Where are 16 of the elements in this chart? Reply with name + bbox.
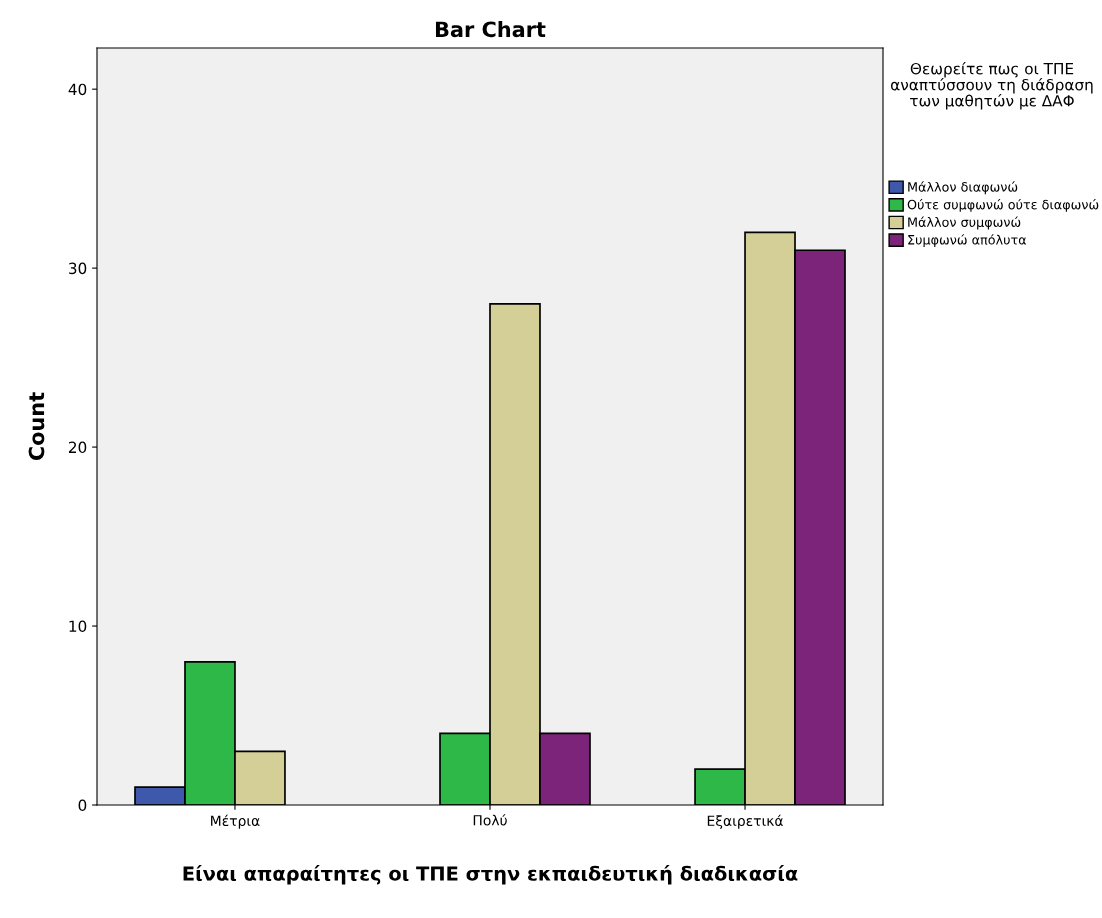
legend-title: Θεωρείτε πως οι ΤΠΕ αναπτύσσουν τη διάδραση των μαθητών με ΔΑΦ — [891, 62, 1093, 110]
legend-label: Ούτε συμφωνώ ούτε διαφωνώ — [907, 198, 1099, 212]
x-tick-label: Εξαιρετικά — [707, 814, 783, 829]
y-tick-label: 20 — [68, 441, 87, 454]
y-tick-label: 10 — [69, 620, 87, 633]
legend-label: Μάλλον συμφωνώ — [908, 216, 1021, 230]
x-axis-title: Είναι απαραίτητες οι ΤΠΕ στην εκπαιδευτική διαδικασία — [183, 865, 798, 885]
legend-label: Συμφωνώ απόλυτα — [908, 234, 1027, 248]
y-tick-label: 40 — [68, 83, 87, 96]
chart-title: Bar Chart — [435, 21, 546, 38]
legend-label: Μάλλον διαφωνώ — [908, 181, 1018, 195]
x-tick-label: Μέτρια — [211, 814, 260, 829]
x-tick-label: Πολύ — [473, 814, 507, 826]
y-axis-title: Count — [28, 392, 45, 461]
y-tick-label: 0 — [78, 799, 87, 812]
y-tick-label: 30 — [69, 262, 87, 275]
